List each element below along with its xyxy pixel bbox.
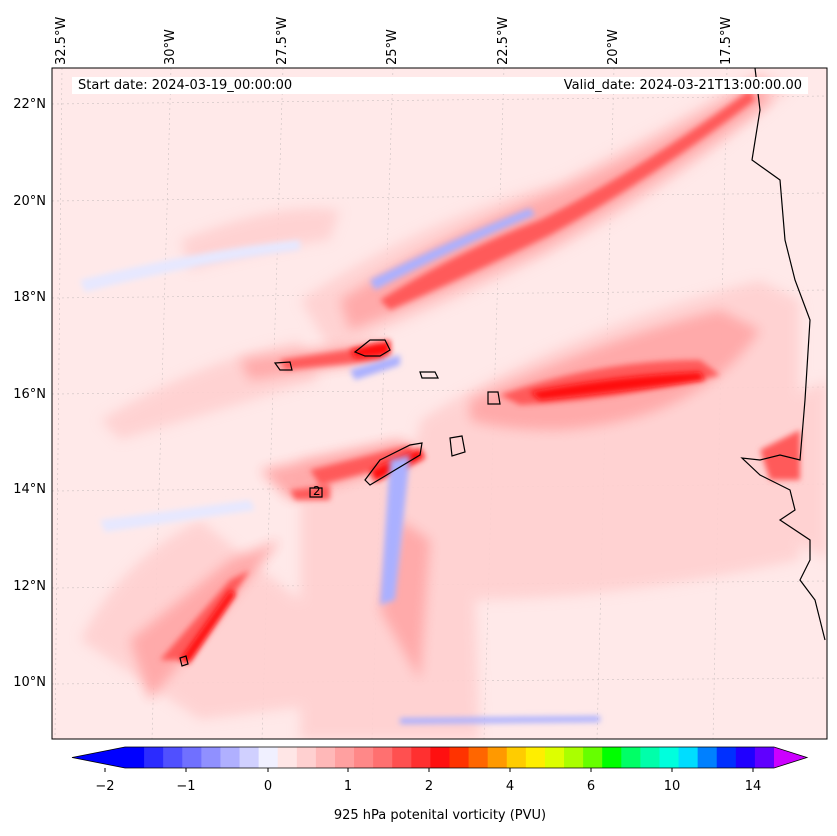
coastline — [179, 67, 826, 667]
colorbar-segment — [697, 747, 718, 768]
lat-label-4: 16°N — [13, 387, 46, 402]
colorbar-segment — [163, 747, 183, 768]
colorbar-segment — [220, 747, 241, 768]
contour-label: 2 — [313, 484, 321, 498]
lon-label-3: 27.5°W — [275, 16, 290, 65]
colorbar-segment — [125, 747, 145, 768]
colorbar-segment — [296, 747, 317, 768]
colorbar-segment — [373, 747, 393, 768]
colorbar-segment — [525, 747, 546, 768]
colorbar-segment — [315, 747, 336, 768]
lat-label-6: 12°N — [13, 579, 46, 594]
colorbar-tick-9: 14 — [744, 779, 762, 794]
colorbar-tick-6: 4 — [505, 779, 515, 794]
colorbar-segment — [487, 747, 508, 768]
colorbar-segment — [602, 747, 622, 768]
colorbar-segment — [411, 747, 431, 768]
colorbar-segment — [621, 747, 641, 768]
colorbar-tick-2: −1 — [176, 779, 196, 794]
colorbar-segment — [754, 747, 775, 768]
colorbar-tick-1: −2 — [95, 779, 115, 794]
colorbar-segment — [430, 747, 450, 768]
colorbar-segment — [392, 747, 412, 768]
lat-label-5: 14°N — [13, 482, 46, 497]
start-date-label: Start date: 2024-03-19_00:00:00 — [72, 77, 378, 94]
colorbar-segment — [583, 747, 603, 768]
pv-negative-field — [80, 208, 600, 724]
colorbar-segment — [144, 747, 164, 768]
lat-label-2: 20°N — [13, 194, 46, 209]
colorbar-outline — [71, 746, 809, 769]
colorbar-segment — [678, 747, 699, 768]
valid-date-text: Valid_date: 2024-03-21T13:00:00.00 — [563, 78, 802, 93]
lon-label-4: 25°W — [385, 29, 400, 65]
colorbar-segment — [334, 747, 355, 768]
lon-label-2: 30°W — [163, 29, 178, 65]
colorbar-segment — [544, 747, 565, 768]
colorbar-segment — [640, 747, 660, 768]
colorbar-tick-5: 2 — [424, 779, 434, 794]
colorbar-segment — [277, 747, 298, 768]
colorbar-segment — [716, 747, 737, 768]
colorbar-tick-8: 10 — [663, 779, 681, 794]
colorbar-segment — [258, 747, 279, 768]
map-frame — [51, 67, 828, 740]
lon-label-1: 32.5°W — [54, 16, 69, 65]
lat-label-1: 22°N — [13, 97, 46, 112]
colorbar-extend-high — [774, 747, 807, 768]
colorbar-segment — [449, 747, 470, 768]
colorbar-title: 925 hPa potenital vorticity (PVU) — [333, 808, 547, 823]
lon-label-6: 20°W — [606, 29, 621, 65]
colorbar-segment — [201, 747, 221, 768]
lat-label-3: 18°N — [13, 290, 46, 305]
colorbar-tick-7: 6 — [586, 779, 596, 794]
colorbar-segment — [564, 747, 584, 768]
colorbar-tick-3: 0 — [263, 779, 273, 794]
colorbar-segment — [659, 747, 680, 768]
colorbar-segment — [354, 747, 374, 768]
colorbar-segment — [182, 747, 202, 768]
valid-date-label: Valid_date: 2024-03-21T13:00:00.00 — [372, 77, 808, 94]
start-date-text: Start date: 2024-03-19_00:00:00 — [78, 78, 293, 93]
lon-label-5: 22.5°W — [496, 16, 511, 65]
colorbar — [71, 746, 809, 772]
colorbar-segment — [735, 747, 756, 768]
lat-label-7: 10°N — [13, 675, 46, 690]
colorbar-segment — [468, 747, 489, 768]
colorbar-segment — [239, 747, 260, 768]
colorbar-tick-4: 1 — [343, 779, 353, 794]
colorbar-segment — [506, 747, 527, 768]
colorbar-extend-low — [72, 747, 125, 768]
lon-label-7: 17.5°W — [719, 16, 734, 65]
